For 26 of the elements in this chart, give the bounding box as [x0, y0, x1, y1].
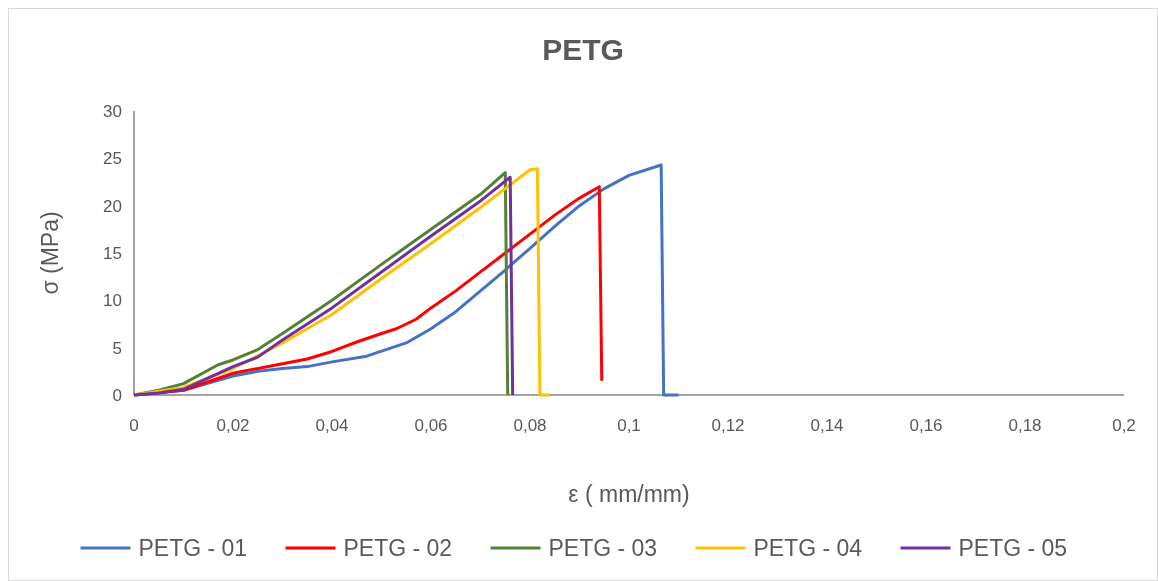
x-tick-label: 0,08	[513, 416, 547, 435]
x-axis-title: ε ( mm/mm)	[568, 481, 690, 507]
x-tick-label: 0,14	[810, 416, 844, 435]
x-tick-label: 0,16	[909, 416, 943, 435]
y-tick-label: 5	[112, 338, 122, 358]
y-tick-label: 30	[103, 102, 122, 121]
legend-label: PETG - 01	[138, 535, 248, 561]
x-tick-label: 0,06	[414, 416, 448, 435]
x-tick-label: 0,04	[315, 416, 349, 435]
x-tick-label: 0	[129, 416, 139, 435]
legend-label: PETG - 02	[343, 535, 453, 561]
y-tick-label: 25	[103, 149, 122, 169]
x-tick-label: 0,02	[216, 416, 250, 435]
y-tick-label: 0	[112, 386, 122, 405]
chart-title: PETG	[542, 33, 624, 66]
legend-label: PETG - 05	[958, 535, 1068, 561]
x-tick-label: 0,2	[1112, 416, 1136, 435]
x-tick-label: 0,12	[711, 416, 745, 435]
y-tick-label: 15	[103, 244, 122, 263]
x-tick-label: 0,1	[617, 416, 641, 435]
legend-label: PETG - 04	[753, 535, 863, 561]
x-tick-label: 0,18	[1008, 416, 1042, 435]
legend-label: PETG - 03	[548, 535, 658, 561]
y-axis-title: σ (MPa)	[37, 211, 63, 295]
y-tick-label: 20	[103, 196, 122, 216]
y-tick-label: 10	[103, 291, 122, 311]
